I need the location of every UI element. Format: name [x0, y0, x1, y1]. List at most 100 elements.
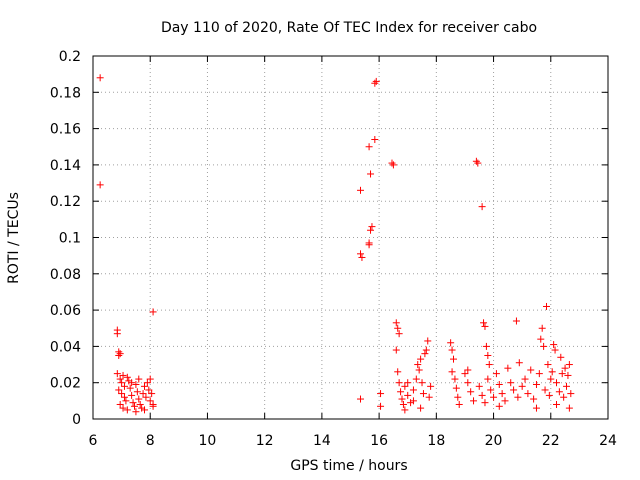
data-point	[561, 364, 569, 372]
x-tick-label: 24	[599, 433, 617, 449]
data-point	[118, 390, 126, 398]
data-point	[518, 382, 526, 390]
data-point	[548, 368, 556, 376]
data-point	[130, 402, 138, 410]
data-point	[544, 361, 552, 369]
data-point	[564, 371, 572, 379]
data-point	[149, 308, 157, 316]
data-point	[565, 404, 573, 412]
data-point	[113, 370, 121, 378]
y-tick-label: 0.18	[50, 85, 81, 101]
data-point	[418, 379, 426, 387]
data-point	[427, 382, 435, 390]
data-point	[557, 353, 565, 361]
data-point	[419, 390, 427, 398]
data-point	[532, 381, 540, 389]
data-point	[553, 400, 560, 408]
data-point	[365, 241, 373, 249]
x-tick-label: 8	[146, 433, 155, 449]
data-point	[358, 253, 366, 261]
data-point	[547, 375, 555, 383]
data-point	[96, 181, 104, 189]
data-point	[560, 393, 568, 401]
data-point	[524, 390, 532, 398]
data-point	[567, 390, 575, 398]
data-point	[129, 399, 137, 407]
data-point	[448, 368, 456, 376]
data-point	[148, 390, 156, 398]
y-tick-label: 0.12	[50, 194, 81, 210]
x-axis-ticks: 6 8 10 12 14 16 18 20 22 24	[89, 56, 617, 449]
data-point	[422, 346, 430, 354]
data-point	[392, 346, 400, 354]
data-point	[510, 386, 518, 394]
data-point	[135, 395, 143, 403]
data-point	[540, 342, 548, 350]
data-point	[377, 390, 385, 398]
y-tick-label: 0.16	[50, 122, 81, 138]
x-tick-label: 14	[313, 433, 331, 449]
data-point	[421, 350, 429, 358]
data-point	[389, 161, 397, 169]
data-point	[551, 346, 559, 354]
data-point	[417, 404, 425, 412]
data-point	[495, 381, 503, 389]
data-point	[357, 250, 365, 258]
y-tick-label: 0.04	[50, 339, 81, 355]
y-axis-ticks: 0 0.02 0.04 0.06 0.08 0.1 0.12 0.14 0.16 0.18 0.2	[50, 49, 608, 428]
data-point	[407, 399, 415, 407]
data-point	[367, 170, 375, 178]
data-point	[461, 370, 469, 378]
data-point	[492, 370, 500, 378]
data-point	[521, 375, 529, 383]
data-point	[530, 395, 538, 403]
data-point	[401, 406, 409, 414]
data-point	[475, 382, 483, 390]
data-point	[527, 366, 535, 374]
data-point	[119, 404, 127, 412]
data-point	[388, 159, 396, 167]
data-point	[415, 366, 423, 374]
data-point	[451, 375, 459, 383]
data-point	[478, 391, 486, 399]
data-point	[485, 361, 493, 369]
data-point	[357, 186, 365, 194]
data-point	[480, 319, 488, 327]
data-point	[135, 375, 143, 383]
data-point	[136, 400, 144, 408]
data-point	[565, 361, 573, 369]
data-point	[417, 355, 425, 363]
data-point	[545, 391, 553, 399]
data-point	[481, 399, 489, 407]
data-point	[481, 322, 489, 330]
data-point	[118, 379, 126, 387]
data-point	[123, 406, 131, 414]
data-point	[145, 386, 153, 394]
data-point	[448, 346, 456, 354]
data-point	[394, 324, 402, 332]
data-point	[464, 379, 472, 387]
data-point	[113, 330, 121, 338]
data-point	[553, 379, 560, 387]
data-point	[507, 379, 515, 387]
data-point	[132, 408, 140, 416]
data-point	[425, 393, 433, 401]
data-point	[398, 395, 406, 403]
data-point	[541, 386, 549, 394]
data-point	[96, 74, 104, 82]
data-point	[495, 402, 503, 410]
data-point	[514, 393, 522, 401]
data-point	[478, 203, 486, 211]
data-point	[404, 391, 412, 399]
x-tick-label: 16	[370, 433, 388, 449]
data-point	[563, 382, 571, 390]
y-tick-label: 0.08	[50, 267, 81, 283]
plot-frame	[92, 55, 609, 420]
x-tick-label: 6	[89, 433, 98, 449]
data-point	[119, 371, 127, 379]
data-point	[464, 366, 472, 374]
data-point	[401, 382, 409, 390]
data-point	[397, 388, 405, 396]
data-point	[394, 368, 402, 376]
data-point	[123, 373, 131, 381]
